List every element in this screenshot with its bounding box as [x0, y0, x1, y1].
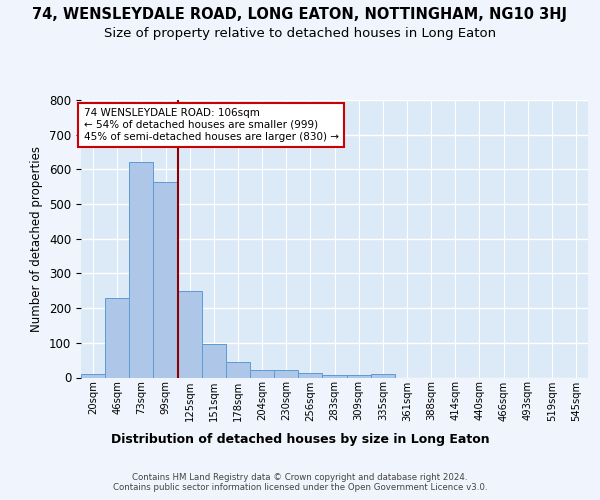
- Bar: [81, 374, 105, 378]
- Bar: [298, 372, 322, 378]
- Bar: [371, 374, 395, 378]
- Bar: [178, 291, 202, 378]
- Text: Distribution of detached houses by size in Long Eaton: Distribution of detached houses by size …: [110, 432, 490, 446]
- Y-axis label: Number of detached properties: Number of detached properties: [31, 146, 43, 332]
- Bar: [250, 370, 274, 378]
- Bar: [105, 298, 129, 378]
- Bar: [226, 362, 250, 378]
- Bar: [202, 344, 226, 378]
- Text: 74, WENSLEYDALE ROAD, LONG EATON, NOTTINGHAM, NG10 3HJ: 74, WENSLEYDALE ROAD, LONG EATON, NOTTIN…: [32, 8, 568, 22]
- Bar: [274, 370, 298, 378]
- Bar: [322, 374, 347, 378]
- Text: Size of property relative to detached houses in Long Eaton: Size of property relative to detached ho…: [104, 28, 496, 40]
- Text: Contains HM Land Registry data © Crown copyright and database right 2024.
Contai: Contains HM Land Registry data © Crown c…: [113, 472, 487, 492]
- Bar: [154, 182, 178, 378]
- Text: 74 WENSLEYDALE ROAD: 106sqm
← 54% of detached houses are smaller (999)
45% of se: 74 WENSLEYDALE ROAD: 106sqm ← 54% of det…: [83, 108, 338, 142]
- Bar: [129, 162, 154, 378]
- Bar: [347, 376, 371, 378]
